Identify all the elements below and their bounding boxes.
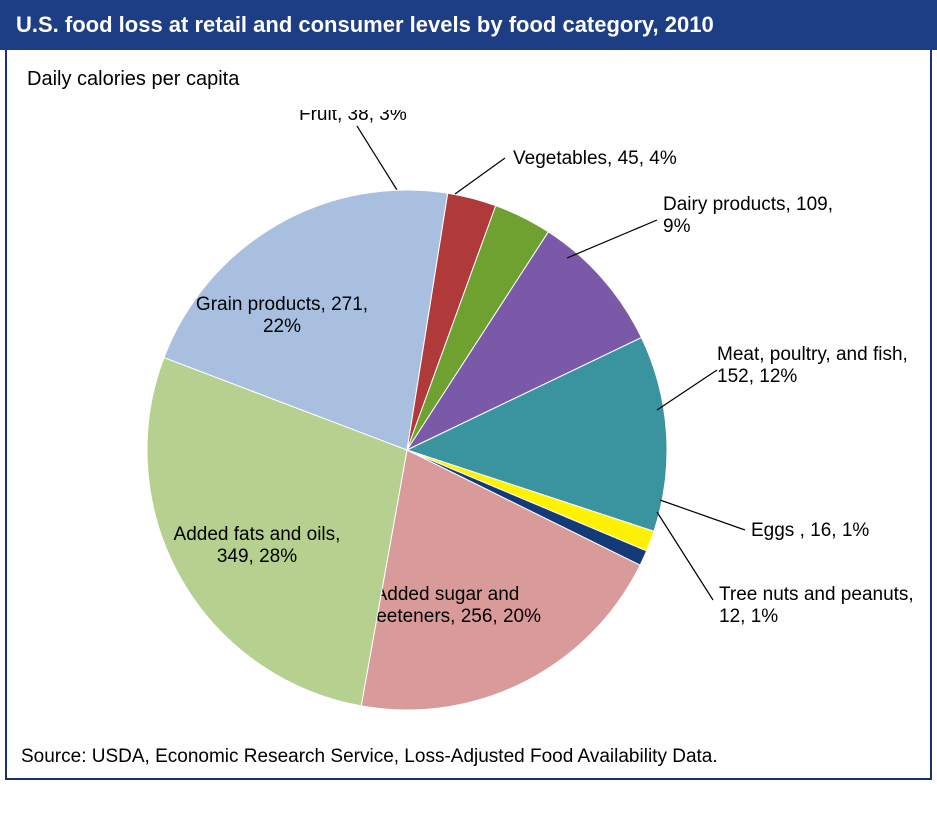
leader-line xyxy=(357,126,397,190)
leader-line xyxy=(455,158,505,194)
slice-label: Tree nuts and peanuts,12, 1% xyxy=(719,584,914,627)
leader-line xyxy=(660,500,745,530)
leader-line xyxy=(657,512,713,600)
leader-line xyxy=(657,370,717,410)
pie-chart: Fruit, 38, 3% Vegetables, 45, 4% Dairy pro… xyxy=(7,110,930,750)
chart-subtitle: Daily calories per capita xyxy=(27,68,239,91)
slice-label: Eggs , 16, 1% xyxy=(751,520,869,541)
chart-title-bar: U.S. food loss at retail and consumer le… xyxy=(0,0,937,50)
slice-label: Dairy products, 109,9% xyxy=(663,194,833,237)
slice-label: Meat, poultry, and fish,152, 12% xyxy=(717,344,908,387)
chart-body: Daily calories per capita Fruit, 38, 3% V… xyxy=(5,50,932,780)
chart-container: U.S. food loss at retail and consumer le… xyxy=(0,0,937,834)
leader-line xyxy=(567,220,657,258)
pie-svg: Fruit, 38, 3% Vegetables, 45, 4% Dairy pro… xyxy=(7,110,934,750)
chart-title: U.S. food loss at retail and consumer le… xyxy=(16,12,714,37)
chart-source: Source: USDA, Economic Research Service,… xyxy=(21,746,718,768)
slice-label: Fruit, 38, 3% xyxy=(299,110,407,125)
slice-label: Vegetables, 45, 4% xyxy=(513,148,677,169)
